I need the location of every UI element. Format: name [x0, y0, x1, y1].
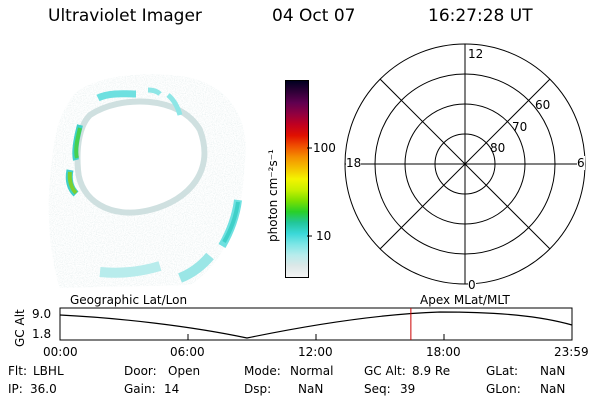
timeline-x-tick-2: 12:00 — [298, 345, 333, 359]
colorbar-axis — [307, 147, 312, 237]
polar-plot — [344, 43, 586, 285]
filter-value: LBHL — [33, 364, 64, 378]
seq-value: 39 — [400, 382, 416, 396]
timeline-x-tick-0: 00:00 — [43, 345, 78, 359]
mlt-label-18: 18 — [346, 156, 362, 170]
timeline-plot — [59, 307, 573, 341]
colorbar-unit-label: photon cm⁻²s⁻¹ — [266, 149, 280, 242]
altitude-curve — [59, 311, 573, 339]
colorbar-tick-10: 10 — [316, 229, 332, 243]
lat-label-70: 70 — [512, 120, 528, 134]
auroral-image — [48, 74, 246, 288]
timeline-x-tick-3: 18:00 — [426, 345, 461, 359]
timeline-y-tick-max: 9.0 — [32, 307, 52, 321]
colorbar — [285, 80, 309, 278]
mode-value: Normal — [290, 364, 334, 378]
dsp-label: Dsp: — [244, 382, 272, 396]
gc-alt-value: 8.9 Re — [412, 364, 451, 378]
glat-value: NaN — [540, 364, 566, 378]
ip-label: IP: — [8, 382, 23, 396]
timeline-y-tick-min: 1.8 — [32, 327, 52, 341]
dsp-value: NaN — [298, 382, 324, 396]
ip-value: 36.0 — [30, 382, 57, 396]
glon-value: NaN — [540, 382, 566, 396]
filter-label: Flt: — [8, 364, 27, 378]
colorbar-tick-100: 100 — [313, 141, 336, 155]
timeline-left-title: Geographic Lat/Lon — [70, 293, 188, 307]
timeline-right-title: Apex MLat/MLT — [420, 293, 510, 307]
mode-label: Mode: — [244, 364, 281, 378]
mlt-label-0: 0 — [468, 278, 476, 292]
timeline-y-label: GC Alt — [13, 309, 27, 347]
date-label: 04 Oct 07 — [272, 6, 356, 26]
glon-label: GLon: — [486, 382, 521, 396]
timeline-x-tick-4: 23:59 — [554, 345, 589, 359]
lat-label-80: 80 — [490, 141, 506, 155]
glat-label: GLat: — [486, 364, 519, 378]
mlt-label-6: 6 — [577, 156, 585, 170]
mlt-label-12: 12 — [468, 47, 484, 61]
gain-value: 14 — [164, 382, 180, 396]
door-label: Door: — [124, 364, 157, 378]
lat-label-60: 60 — [535, 98, 551, 112]
door-value: Open — [168, 364, 201, 378]
time-label: 16:27:28 UT — [428, 6, 533, 26]
gain-label: Gain: — [124, 382, 156, 396]
gc-alt-label: GC Alt: — [364, 364, 406, 378]
seq-label: Seq: — [364, 382, 391, 396]
instrument-title: Ultraviolet Imager — [48, 6, 202, 26]
timeline-x-tick-1: 06:00 — [170, 345, 205, 359]
